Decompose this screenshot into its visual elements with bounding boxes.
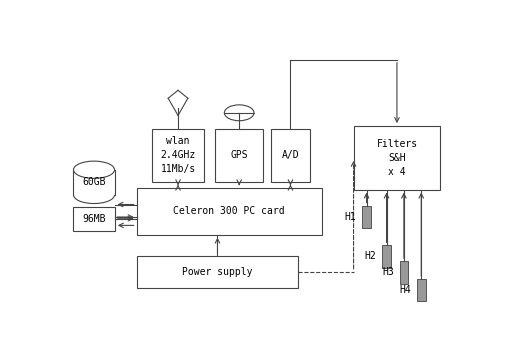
Text: H1: H1 [345, 212, 356, 222]
Bar [400, 261, 408, 284]
Ellipse shape [73, 161, 115, 179]
Ellipse shape [224, 105, 254, 121]
Text: H2: H2 [364, 251, 376, 261]
Bar [152, 129, 204, 182]
Bar [271, 129, 310, 182]
Bar [136, 188, 322, 235]
Bar [362, 205, 371, 228]
Bar [215, 129, 263, 182]
Text: A/D: A/D [281, 150, 299, 160]
Text: Filters
S&H
x 4: Filters S&H x 4 [376, 139, 417, 177]
Bar [417, 279, 426, 301]
Bar [136, 256, 298, 288]
Text: Celeron 300 PC card: Celeron 300 PC card [174, 206, 285, 216]
Text: 60GB: 60GB [82, 177, 106, 187]
Text: wlan
2.4GHz
11Mb/s: wlan 2.4GHz 11Mb/s [160, 136, 195, 174]
Text: 96MB: 96MB [82, 214, 106, 224]
Bar [354, 126, 440, 190]
Bar [73, 207, 115, 231]
Bar [382, 245, 391, 268]
Text: Power supply: Power supply [182, 267, 253, 277]
Text: H4: H4 [399, 285, 411, 295]
Text: GPS: GPS [231, 150, 248, 160]
Text: H3: H3 [382, 267, 393, 277]
